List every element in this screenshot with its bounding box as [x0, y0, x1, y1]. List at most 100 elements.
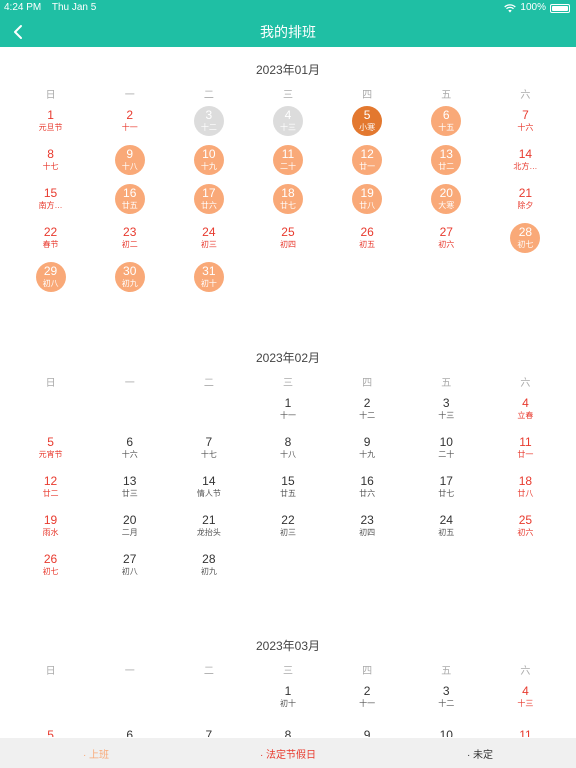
day-cell[interactable]: 9 十八: [90, 141, 169, 180]
day-number: 14: [518, 147, 533, 161]
day-cell[interactable]: 30 初九: [90, 258, 169, 297]
day-cell[interactable]: 9 十九: [328, 429, 407, 468]
day-cell[interactable]: 10 二十: [407, 429, 486, 468]
legend-bar: · 上班 · 法定节假日 · 未定: [0, 738, 576, 768]
day-cell[interactable]: 11: [486, 717, 565, 738]
day-cell[interactable]: 4 十三: [486, 678, 565, 717]
day-cell[interactable]: 22 初三: [248, 507, 327, 546]
day-number: 2: [126, 108, 134, 122]
day-cell[interactable]: 6: [90, 717, 169, 738]
day-cell[interactable]: 5 小寒: [328, 102, 407, 141]
day-cell[interactable]: 1 元旦节: [11, 102, 90, 141]
day-marker: 5 小寒: [352, 106, 383, 136]
day-marker: 4 立春: [510, 394, 540, 424]
day-marker: 21 除夕: [510, 184, 540, 214]
day-cell[interactable]: 24 初五: [407, 507, 486, 546]
day-cell[interactable]: 23 初二: [90, 219, 169, 258]
legend-holiday[interactable]: · 法定节假日: [259, 749, 317, 761]
day-cell[interactable]: 27 初八: [90, 546, 169, 585]
day-cell[interactable]: 23 初四: [328, 507, 407, 546]
day-number: 16: [123, 186, 137, 200]
day-cell[interactable]: 20 二月: [90, 507, 169, 546]
day-cell[interactable]: 10 十九: [169, 141, 248, 180]
day-cell[interactable]: 4 十三: [248, 102, 327, 141]
day-cell[interactable]: 15 南方…: [11, 180, 90, 219]
day-cell[interactable]: 31 初十: [169, 258, 248, 297]
day-cell[interactable]: 5: [11, 717, 90, 738]
status-bar-right: 100%: [504, 2, 570, 14]
day-cell[interactable]: 7: [169, 717, 248, 738]
day-cell[interactable]: 22 春节: [11, 219, 90, 258]
day-cell[interactable]: 27 初六: [407, 219, 486, 258]
day-cell[interactable]: 11 二十: [248, 141, 327, 180]
day-cell[interactable]: 17 廿六: [169, 180, 248, 219]
day-cell[interactable]: 3 十三: [407, 390, 486, 429]
day-cell[interactable]: 28 初七: [486, 219, 565, 258]
day-cell[interactable]: 14 北方…: [486, 141, 565, 180]
day-cell[interactable]: 3 十二: [169, 102, 248, 141]
day-cell[interactable]: 25 初四: [248, 219, 327, 258]
day-cell[interactable]: 5 元宵节: [11, 429, 90, 468]
calendar-scroll[interactable]: 2023年01月 日一二三四五六 1 元旦节 2 十一 3 十二 4 十三 5 小寒 6 十五 7 十六 8…: [0, 47, 576, 737]
day-cell[interactable]: 18 廿八: [486, 468, 565, 507]
day-marker: 25 初四: [273, 223, 303, 253]
day-cell[interactable]: 6 十六: [90, 429, 169, 468]
day-cell[interactable]: 12 廿一: [328, 141, 407, 180]
day-cell[interactable]: 7 十六: [486, 102, 565, 141]
lunar-label: 廿八: [517, 489, 534, 498]
day-cell[interactable]: 15 廿五: [248, 468, 327, 507]
day-cell[interactable]: 18 廿七: [248, 180, 327, 219]
lunar-label: 廿五: [279, 489, 296, 498]
lunar-label: 北方…: [513, 162, 538, 171]
day-cell[interactable]: 20 大寒: [407, 180, 486, 219]
day-cell[interactable]: 2 十一: [328, 678, 407, 717]
day-cell[interactable]: 29 初八: [11, 258, 90, 297]
day-cell[interactable]: 21 龙抬头: [169, 507, 248, 546]
day-cell[interactable]: 14 情人节: [169, 468, 248, 507]
day-cell[interactable]: 21 除夕: [486, 180, 565, 219]
day-cell[interactable]: 2 十二: [328, 390, 407, 429]
lunar-label: 十二: [200, 123, 217, 132]
day-cell[interactable]: 8 十七: [11, 141, 90, 180]
day-cell[interactable]: 19 廿八: [328, 180, 407, 219]
day-cell[interactable]: 11 廿一: [486, 429, 565, 468]
day-cell[interactable]: 25 初六: [486, 507, 565, 546]
day-number: 18: [518, 474, 533, 488]
day-cell[interactable]: 16 廿六: [328, 468, 407, 507]
day-cell[interactable]: 13 廿二: [407, 141, 486, 180]
legend-on-duty[interactable]: · 上班: [82, 749, 110, 761]
day-marker: 23 初四: [352, 511, 382, 541]
day-number: 4: [522, 684, 529, 698]
day-cell[interactable]: 1 十一: [248, 390, 327, 429]
weekday-label: 三: [282, 90, 293, 101]
day-marker: 24 初五: [431, 511, 461, 541]
legend-undecided[interactable]: · 未定: [466, 749, 494, 761]
lunar-label: 龙抬头: [196, 528, 221, 537]
day-cell[interactable]: 4 立春: [486, 390, 565, 429]
day-number: 9: [363, 728, 371, 738]
day-cell[interactable]: 19 雨水: [11, 507, 90, 546]
day-cell[interactable]: 8: [248, 717, 327, 738]
day-cell[interactable]: 3 十二: [407, 678, 486, 717]
day-cell[interactable]: 24 初三: [169, 219, 248, 258]
day-number: 25: [518, 513, 533, 527]
day-cell[interactable]: 13 廿三: [90, 468, 169, 507]
day-cell[interactable]: 9: [328, 717, 407, 738]
day-cell[interactable]: 12 廿二: [11, 468, 90, 507]
weekday-label: 六: [520, 666, 531, 677]
day-cell[interactable]: 6 十五: [407, 102, 486, 141]
lunar-label: 十一: [359, 699, 376, 708]
lunar-label: 初六: [517, 528, 534, 537]
back-button[interactable]: [8, 22, 28, 42]
day-cell[interactable]: 26 初七: [11, 546, 90, 585]
day-cell[interactable]: 10: [407, 717, 486, 738]
day-cell[interactable]: 26 初五: [328, 219, 407, 258]
day-cell[interactable]: 16 廿五: [90, 180, 169, 219]
day-cell[interactable]: 7 十七: [169, 429, 248, 468]
day-cell[interactable]: 8 十八: [248, 429, 327, 468]
weekday-label: 三: [282, 378, 293, 389]
day-cell[interactable]: 17 廿七: [407, 468, 486, 507]
day-cell[interactable]: 2 十一: [90, 102, 169, 141]
day-cell[interactable]: 28 初九: [169, 546, 248, 585]
day-cell[interactable]: 1 初十: [248, 678, 327, 717]
